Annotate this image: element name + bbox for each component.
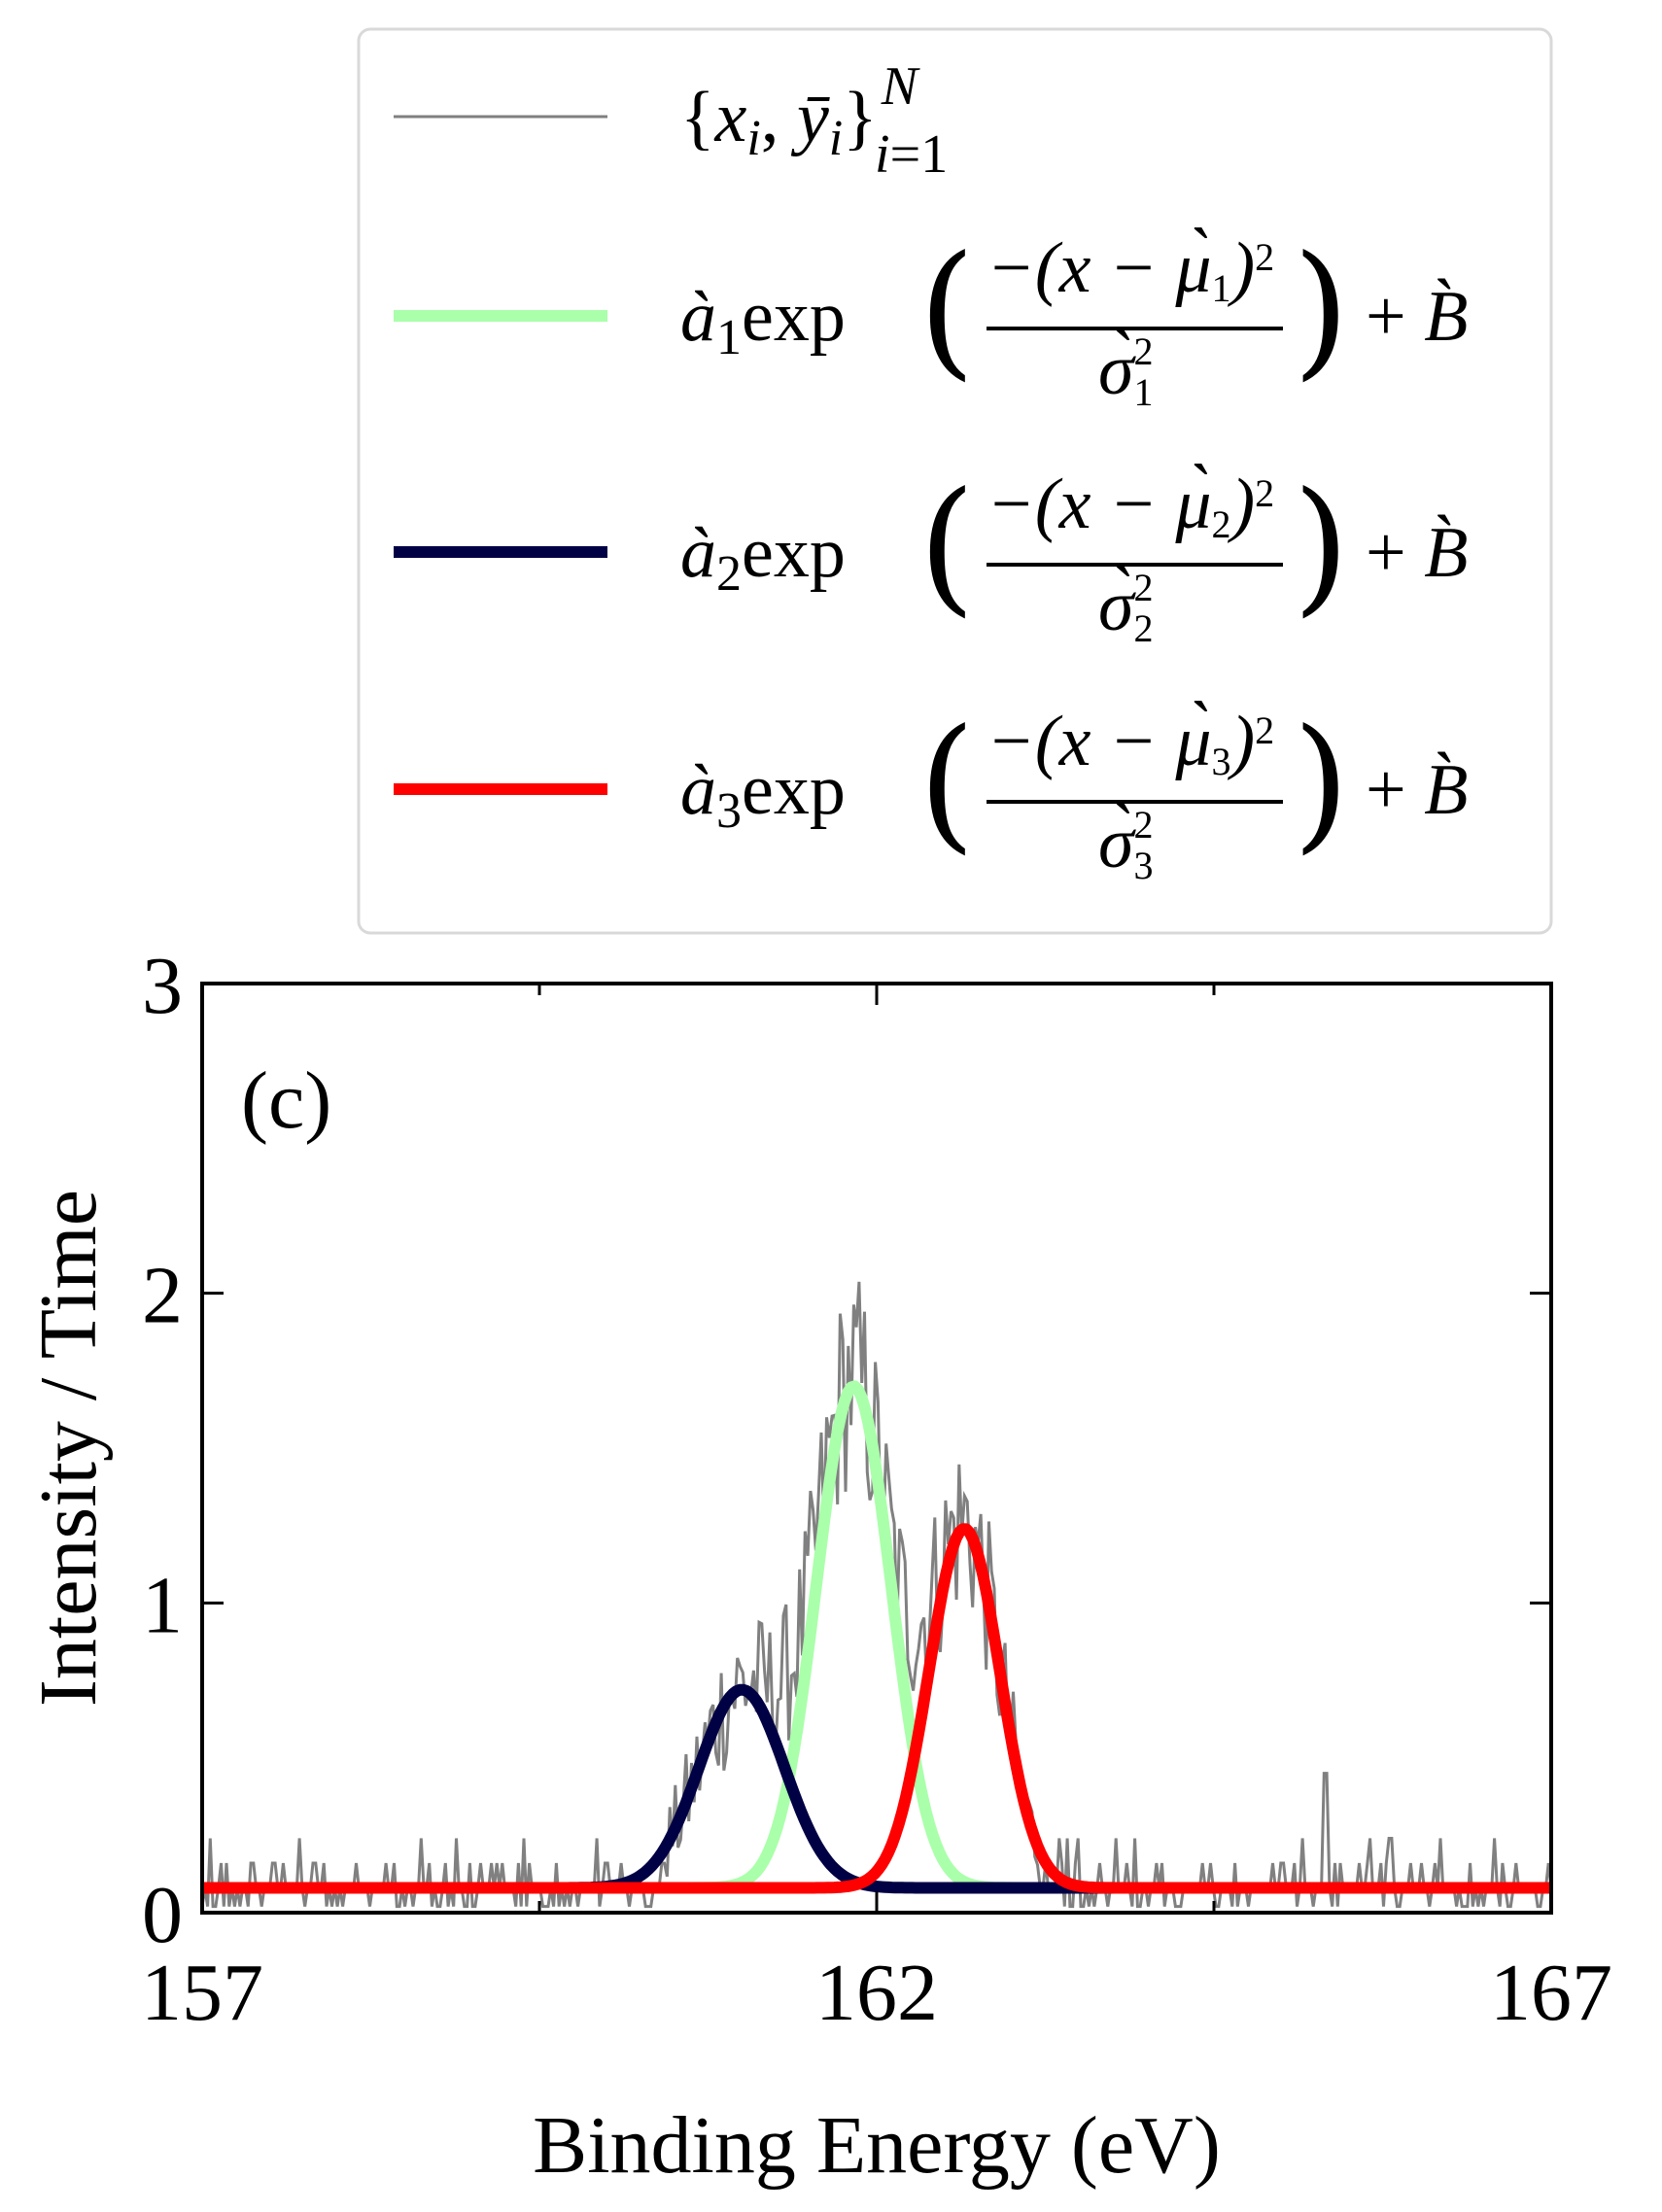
svg-text:σ̀12: σ̀12 xyxy=(1098,329,1154,414)
series-gaussian-3 xyxy=(202,1523,1551,1894)
svg-text:−(x − μ̀3)2: −(x − μ̀3)2 xyxy=(987,701,1274,783)
svg-text:): ) xyxy=(1293,699,1350,868)
svg-text:à1exp: à1exp xyxy=(680,277,846,365)
legend-entry-peak-1: à1exp ( −(x − μ̀1)2 σ̀12 ) + B̀ xyxy=(680,225,1468,414)
svg-text:(: ( xyxy=(918,699,976,868)
svg-text:σ̀22: σ̀22 xyxy=(1098,566,1154,650)
svg-text:+ B̀: + B̀ xyxy=(1366,750,1468,830)
panel-label: (c) xyxy=(241,1055,331,1146)
svg-text:+ B̀: + B̀ xyxy=(1366,277,1468,357)
series-gaussian-2 xyxy=(202,1683,1551,1894)
y-tick-label: 3 xyxy=(142,941,183,1031)
y-tick-label: 2 xyxy=(142,1251,183,1341)
legend-frame xyxy=(357,27,1553,935)
y-tick-label: 1 xyxy=(142,1560,183,1650)
x-tick-label: 167 xyxy=(1490,1948,1612,2038)
x-tick-label: 162 xyxy=(815,1948,938,2038)
svg-text:à2exp: à2exp xyxy=(680,513,846,602)
y-axis-label: Intensity / Time xyxy=(23,1190,114,1707)
svg-text:σ̀32: σ̀32 xyxy=(1098,803,1154,887)
svg-text:(: ( xyxy=(918,225,976,395)
svg-text:(: ( xyxy=(918,462,976,631)
series-gaussian-1 xyxy=(202,1380,1551,1894)
legend-entry-peak-2: à2exp ( −(x − μ̀2)2 σ̀22 ) + B̀ xyxy=(680,462,1468,650)
plot-area: 157 162 167 0 1 2 3 (c) xyxy=(141,941,1612,2038)
legend-entry-data: {xi, ȳi}N i=1 xyxy=(680,56,948,185)
y-tick-label: 0 xyxy=(142,1870,183,1960)
svg-text:): ) xyxy=(1293,225,1350,395)
svg-text:à3exp: à3exp xyxy=(680,750,846,839)
series-layer xyxy=(202,1281,1551,1909)
x-tick-label: 157 xyxy=(141,1948,263,2038)
svg-text:−(x − μ̀2)2: −(x − μ̀2)2 xyxy=(987,464,1274,546)
legend: {xi, ȳi}N i=1 à1exp ( −(x − μ̀1)2 σ̀12 ) … xyxy=(357,27,1553,935)
svg-text:−(x − μ̀1)2: −(x − μ̀1)2 xyxy=(987,227,1274,310)
series-data-line xyxy=(202,1281,1551,1909)
ticks-layer: 157 162 167 0 1 2 3 xyxy=(141,941,1612,2038)
svg-text:+ B̀: + B̀ xyxy=(1366,513,1468,593)
svg-text:): ) xyxy=(1293,462,1350,631)
x-axis-label: Binding Energy (eV) xyxy=(533,2100,1221,2191)
